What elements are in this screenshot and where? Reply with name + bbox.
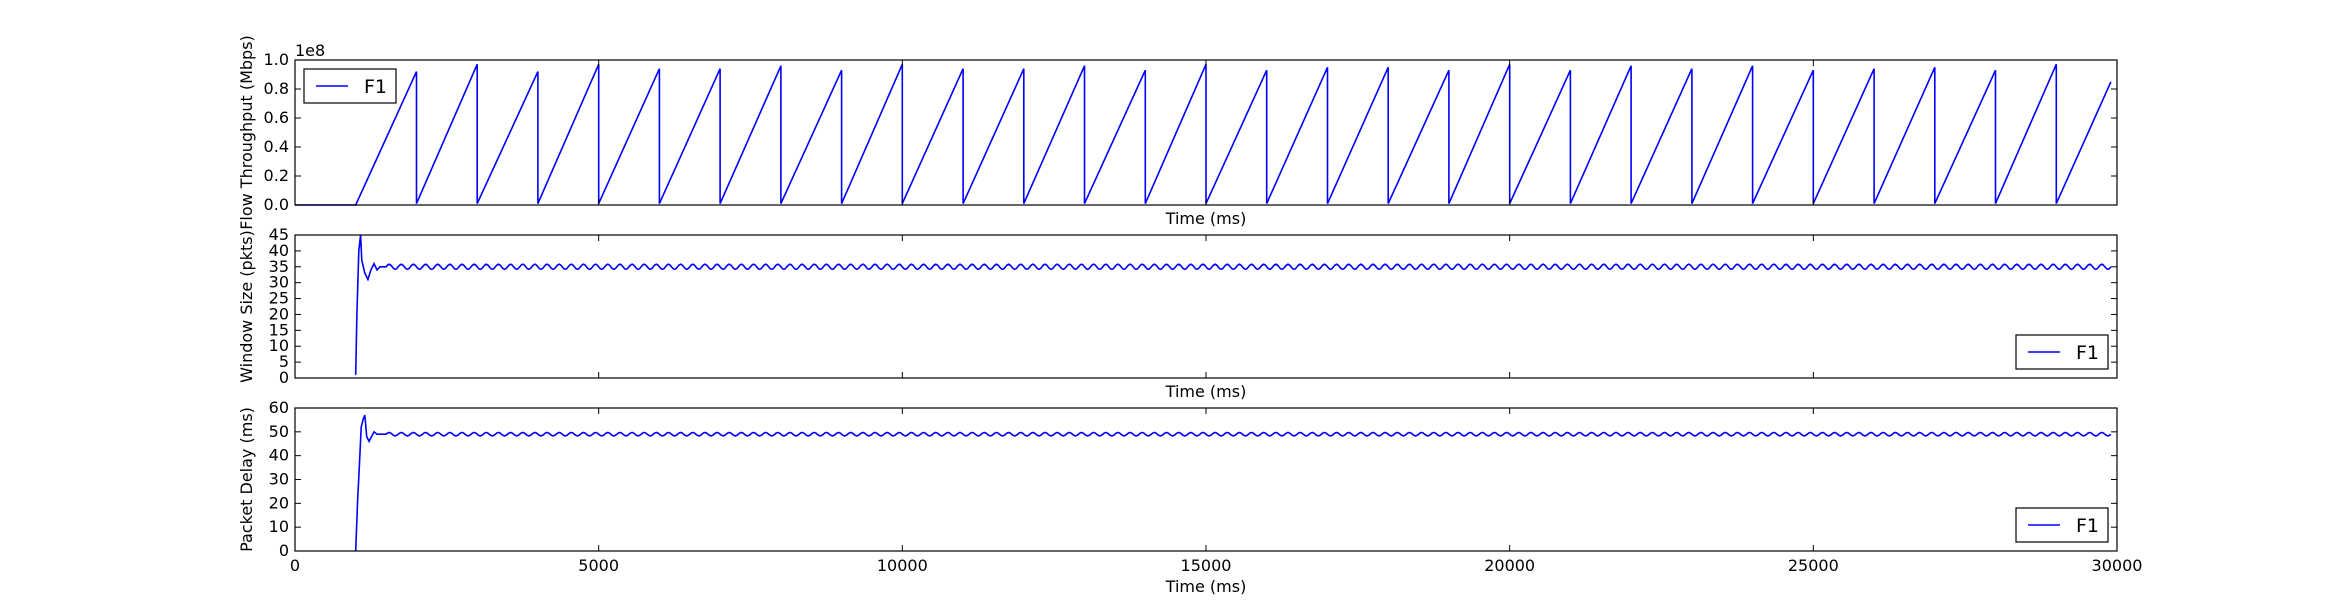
packet-delay-ytick-label: 0 — [279, 541, 289, 560]
packet-delay-ytick-label: 30 — [269, 470, 289, 489]
throughput-ytick-label: 0.0 — [264, 195, 289, 214]
window-size-xlabel: Time (ms) — [1165, 382, 1247, 401]
window-size-ytick-label: 45 — [269, 225, 289, 244]
packet-delay-ytick-label: 40 — [269, 446, 289, 465]
throughput-ytick-label: 1.0 — [264, 50, 289, 69]
window-size-ytick-label: 30 — [269, 273, 289, 292]
packet-delay-ylabel: Packet Delay (ms) — [237, 407, 256, 552]
packet-delay-legend-label: F1 — [2076, 515, 2099, 537]
window-size-legend: F1 — [2015, 334, 2109, 370]
throughput-legend-label: F1 — [364, 76, 387, 98]
packet-delay-legend: F1 — [2015, 507, 2109, 543]
packet-delay-xtick-label: 30000 — [2092, 556, 2143, 575]
packet-delay-ytick-label: 60 — [269, 398, 289, 417]
window-size-ytick-label: 40 — [269, 241, 289, 260]
throughput-offset-text: 1e8 — [295, 41, 325, 60]
window-size-ytick-label: 0 — [279, 368, 289, 387]
throughput-legend: F1 — [303, 68, 397, 104]
packet-delay-xtick-label: 5000 — [578, 556, 619, 575]
packet-delay-xtick-label: 0 — [290, 556, 300, 575]
packet-delay-xtick-label: 20000 — [1484, 556, 1535, 575]
packet-delay-xtick-label: 15000 — [1181, 556, 1232, 575]
throughput-ytick-label: 0.8 — [264, 79, 289, 98]
throughput-ytick-label: 0.2 — [264, 166, 289, 185]
throughput-panel: 0.0 0.2 0.4 0.6 0.8 1.0 Time (ms) Flow Throughp… — [237, 35, 2118, 230]
window-size-ytick-label: 35 — [269, 257, 289, 276]
throughput-ytick-label: 0.6 — [264, 108, 289, 127]
throughput-ytick-label: 0.4 — [264, 137, 289, 156]
packet-delay-axes-frame — [294, 407, 2118, 552]
window-size-series-line-0 — [354, 234, 2112, 375]
window-size-axes-frame — [294, 234, 2118, 379]
throughput-legend-box — [303, 68, 397, 104]
throughput-xlabel: Time (ms) — [1165, 209, 1247, 228]
window-size-ytick-label: 5 — [279, 352, 289, 371]
packet-delay-xlabel: Time (ms) — [1165, 577, 1247, 596]
packet-delay-xtick-label: 25000 — [1788, 556, 1839, 575]
packet-delay-series-line-0 — [354, 414, 2112, 552]
window-size-legend-label: F1 — [2076, 342, 2099, 364]
window-size-ytick-label: 25 — [269, 289, 289, 308]
window-size-ytick-label: 20 — [269, 304, 289, 323]
throughput-series-line-0 — [295, 63, 2112, 206]
throughput-ylabel: Flow Throughput (Mbps) — [237, 35, 256, 230]
packet-delay-panel: 0 10 20 30 40 50 60 0 5000 10000 15000 20000 25000 30… — [237, 398, 2142, 596]
packet-delay-ytick-label: 10 — [269, 517, 289, 536]
packet-delay-ytick-label: 20 — [269, 493, 289, 512]
window-size-ytick-label: 10 — [269, 336, 289, 355]
packet-delay-ytick-label: 50 — [269, 422, 289, 441]
window-size-ylabel: Window Size (pkts) — [237, 230, 256, 383]
packet-delay-xtick-label: 10000 — [877, 556, 928, 575]
window-size-ytick-label: 15 — [269, 320, 289, 339]
